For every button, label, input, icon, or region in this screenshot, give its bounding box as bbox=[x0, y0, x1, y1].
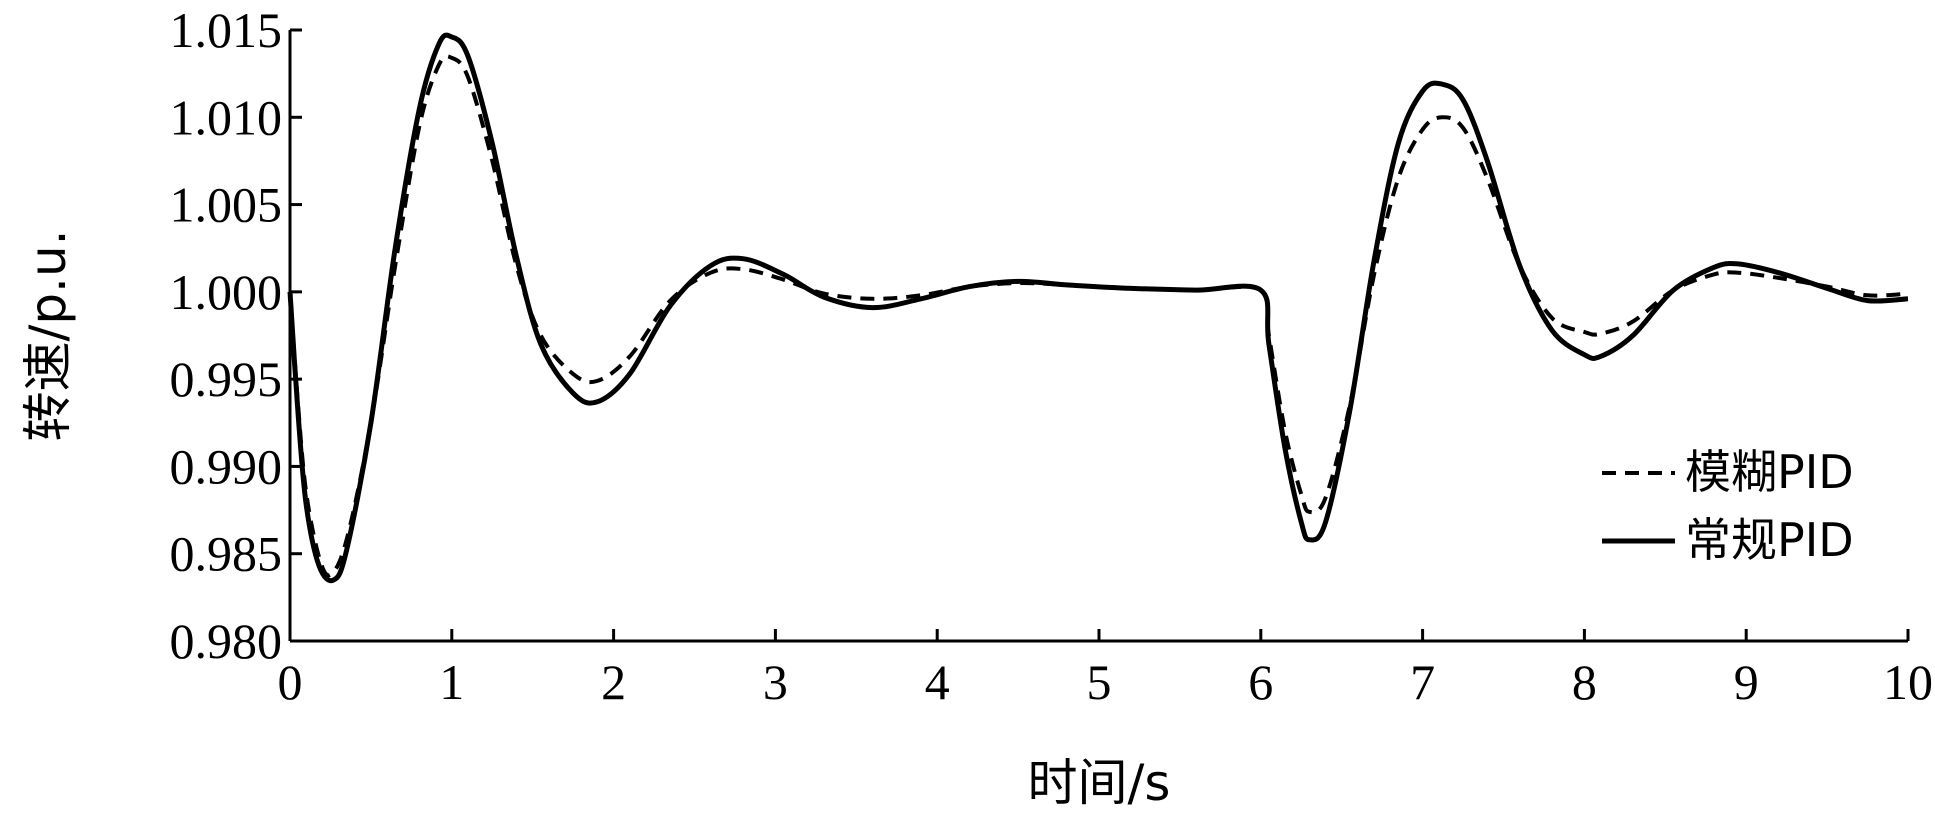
x-tick-label: 5 bbox=[1087, 654, 1112, 710]
x-tick-label: 7 bbox=[1410, 654, 1435, 710]
legend: 模糊PID 常规PID bbox=[1602, 445, 1854, 567]
legend-item-conventional-pid: 常规PID bbox=[1685, 513, 1854, 567]
y-tick-label: 0.995 bbox=[170, 351, 283, 407]
conventional-pid-line bbox=[287, 32, 1909, 584]
x-tick-label: 6 bbox=[1248, 654, 1273, 710]
x-tick-label: 4 bbox=[925, 654, 950, 710]
y-axis-title: 转速/p.u. bbox=[19, 229, 77, 441]
y-tick-label: 1.015 bbox=[170, 2, 283, 58]
y-tick-label: 0.990 bbox=[170, 438, 283, 494]
x-tick-label: 2 bbox=[601, 654, 626, 710]
x-tick-label: 0 bbox=[278, 654, 303, 710]
x-tick-label: 1 bbox=[439, 654, 464, 710]
x-tick-label: 9 bbox=[1734, 654, 1759, 710]
x-tick-label: 8 bbox=[1572, 654, 1597, 710]
legend-item-fuzzy-pid: 模糊PID bbox=[1685, 445, 1854, 499]
x-tick-label: 3 bbox=[763, 654, 788, 710]
fuzzy-pid-line bbox=[288, 54, 1909, 578]
y-tick-label: 1.010 bbox=[170, 89, 283, 145]
x-axis-title: 时间/s bbox=[1028, 754, 1171, 812]
ticks: 0 1 2 3 4 5 6 7 8 9 10 0.980 0.985 0.990 0.995 1.000 1.0… bbox=[170, 2, 1934, 710]
series bbox=[287, 32, 1909, 584]
y-tick-label: 0.985 bbox=[170, 526, 283, 582]
x-tick-label: 10 bbox=[1883, 654, 1933, 710]
y-tick-label: 1.005 bbox=[170, 177, 283, 233]
axes bbox=[288, 30, 1908, 643]
y-tick-label: 0.980 bbox=[170, 613, 283, 669]
y-tick-label: 1.000 bbox=[170, 264, 283, 320]
